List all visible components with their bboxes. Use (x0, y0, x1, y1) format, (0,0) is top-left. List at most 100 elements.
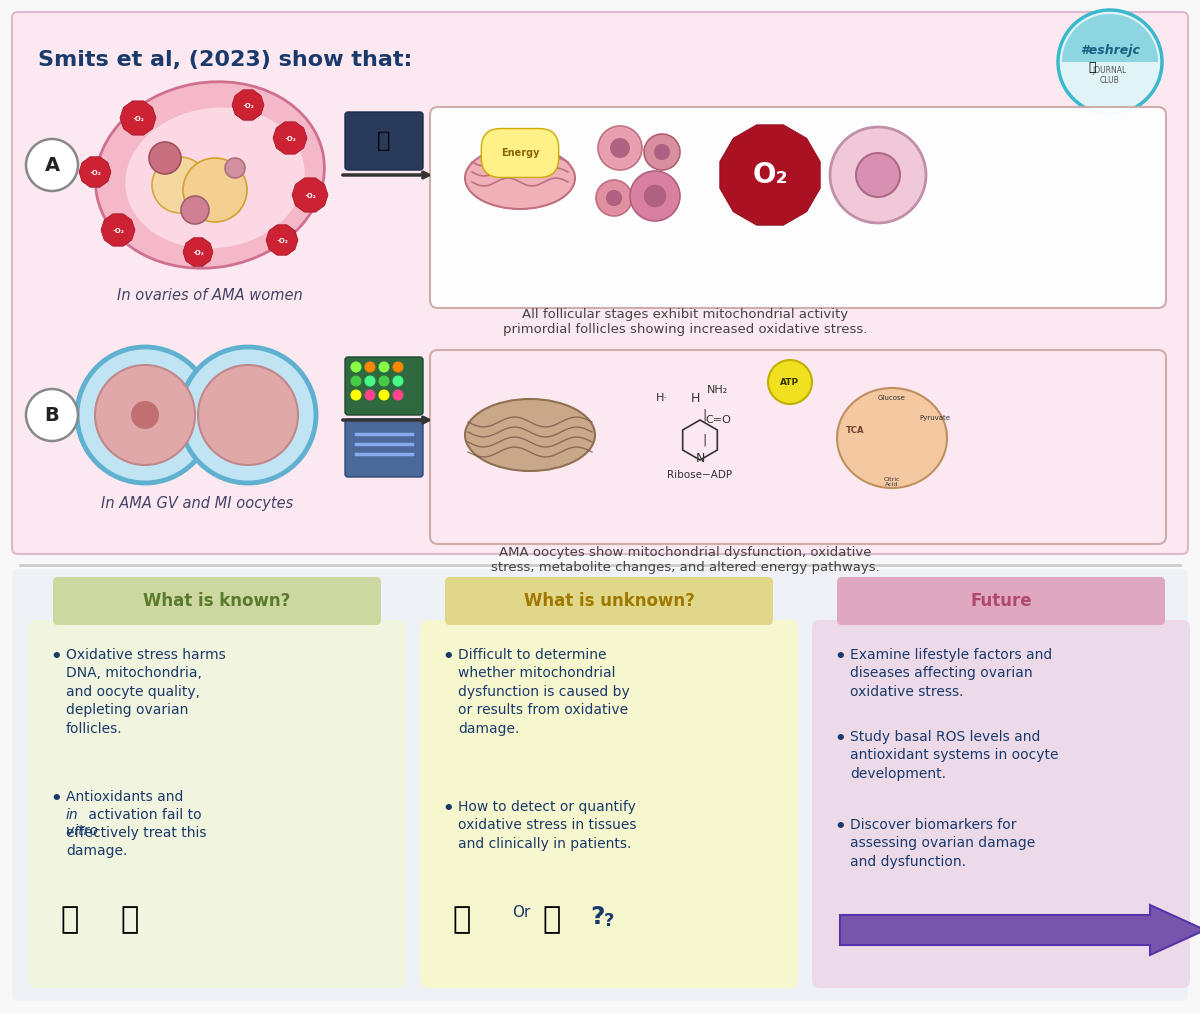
Text: damage.: damage. (66, 844, 127, 858)
Text: ·O₂: ·O₂ (276, 238, 288, 244)
Circle shape (606, 189, 622, 206)
Circle shape (378, 362, 390, 373)
Circle shape (350, 376, 361, 387)
Circle shape (350, 390, 361, 400)
Circle shape (77, 347, 214, 483)
Text: •: • (50, 648, 61, 666)
Circle shape (630, 171, 680, 221)
Text: CLUB: CLUB (1100, 76, 1120, 84)
Text: JOURNAL: JOURNAL (1093, 66, 1127, 75)
Text: H·: H· (656, 393, 668, 403)
Circle shape (26, 139, 78, 191)
Text: ·O₂: ·O₂ (304, 193, 316, 199)
Text: Citric
Acid: Citric Acid (883, 476, 900, 487)
Text: ATP: ATP (780, 378, 799, 387)
Text: TCA: TCA (846, 425, 864, 435)
Text: H: H (690, 391, 700, 404)
Text: •: • (834, 730, 846, 748)
FancyBboxPatch shape (430, 350, 1166, 544)
Circle shape (131, 401, 158, 428)
Text: AMA oocytes show mitochondrial dysfunction, oxidative
stress, metabolite changes: AMA oocytes show mitochondrial dysfuncti… (491, 546, 880, 574)
Circle shape (610, 138, 630, 158)
Text: •: • (834, 648, 846, 666)
Text: •: • (50, 790, 61, 808)
Text: ·O₂: ·O₂ (112, 228, 124, 234)
Circle shape (365, 390, 376, 400)
Circle shape (365, 362, 376, 373)
Circle shape (26, 389, 78, 441)
Circle shape (378, 376, 390, 387)
Text: •: • (834, 819, 846, 836)
Circle shape (180, 347, 316, 483)
Circle shape (226, 158, 245, 178)
Circle shape (392, 376, 403, 387)
Circle shape (596, 180, 632, 216)
Text: 🥚: 🥚 (542, 905, 560, 934)
Circle shape (198, 365, 298, 465)
Circle shape (350, 362, 361, 373)
Circle shape (768, 360, 812, 404)
Circle shape (1058, 10, 1162, 114)
Circle shape (378, 390, 390, 400)
Text: B: B (44, 405, 59, 424)
FancyBboxPatch shape (838, 577, 1165, 625)
Circle shape (95, 365, 194, 465)
Text: 💊: 💊 (60, 905, 78, 934)
Text: Difficult to determine
whether mitochondrial
dysfunction is caused by
or results: Difficult to determine whether mitochond… (458, 648, 630, 735)
Text: Study basal ROS levels and
antioxidant systems in oocyte
development.: Study basal ROS levels and antioxidant s… (850, 730, 1058, 781)
Circle shape (643, 184, 666, 208)
Text: |: | (703, 434, 707, 447)
Text: Discover biomarkers for
assessing ovarian damage
and dysfunction.: Discover biomarkers for assessing ovaria… (850, 819, 1036, 869)
Text: in
vitro: in vitro (66, 808, 98, 838)
Text: Ribose−ADP: Ribose−ADP (667, 470, 732, 480)
Text: ·O₂: ·O₂ (132, 116, 144, 122)
Circle shape (392, 362, 403, 373)
Text: 🐦: 🐦 (1088, 61, 1096, 74)
Text: Smits et al, (2023) show that:: Smits et al, (2023) show that: (38, 50, 413, 70)
FancyBboxPatch shape (812, 620, 1190, 988)
FancyBboxPatch shape (346, 112, 424, 170)
Ellipse shape (466, 147, 575, 209)
Circle shape (149, 142, 181, 174)
Text: 🔬: 🔬 (377, 131, 391, 151)
Text: What is unknown?: What is unknown? (523, 592, 695, 610)
Text: #eshrejc: #eshrejc (1080, 44, 1140, 57)
Text: Or: Or (512, 905, 530, 920)
Text: N: N (695, 452, 704, 465)
Text: Future: Future (970, 592, 1032, 610)
Text: O₂: O₂ (752, 161, 788, 189)
Ellipse shape (838, 388, 947, 488)
FancyBboxPatch shape (445, 577, 773, 625)
FancyBboxPatch shape (346, 419, 424, 477)
FancyBboxPatch shape (28, 620, 406, 988)
Text: •: • (442, 648, 454, 666)
Circle shape (598, 126, 642, 170)
FancyBboxPatch shape (420, 620, 798, 988)
Circle shape (365, 376, 376, 387)
Ellipse shape (125, 107, 305, 248)
Text: In AMA GV and MI oocytes: In AMA GV and MI oocytes (101, 496, 293, 511)
Circle shape (644, 134, 680, 170)
Text: How to detect or quantify
oxidative stress in tissues
and clinically in patients: How to detect or quantify oxidative stre… (458, 800, 636, 851)
Wedge shape (1062, 14, 1158, 62)
Text: ?: ? (590, 905, 605, 929)
Text: ·O₂: ·O₂ (89, 170, 101, 176)
FancyBboxPatch shape (346, 357, 424, 415)
Text: All follicular stages exhibit mitochondrial activity
primordial follicles showin: All follicular stages exhibit mitochondr… (503, 308, 868, 336)
FancyBboxPatch shape (12, 569, 1188, 1001)
Circle shape (392, 390, 403, 400)
Text: activation fail to: activation fail to (84, 808, 202, 822)
Text: ·O₂: ·O₂ (242, 103, 254, 109)
Text: Oxidative stress harms
DNA, mitochondria,
and oocyte quality,
depleting ovarian
: Oxidative stress harms DNA, mitochondria… (66, 648, 226, 735)
Text: 🐔: 🐔 (452, 905, 470, 934)
Text: |: | (703, 408, 707, 421)
Text: ?: ? (604, 912, 614, 930)
Circle shape (856, 153, 900, 197)
FancyBboxPatch shape (430, 107, 1166, 308)
Text: C=O: C=O (706, 415, 731, 425)
FancyArrow shape (840, 905, 1200, 955)
Text: ·O₂: ·O₂ (284, 136, 296, 142)
Circle shape (182, 158, 247, 222)
FancyBboxPatch shape (53, 577, 382, 625)
Ellipse shape (96, 82, 324, 268)
